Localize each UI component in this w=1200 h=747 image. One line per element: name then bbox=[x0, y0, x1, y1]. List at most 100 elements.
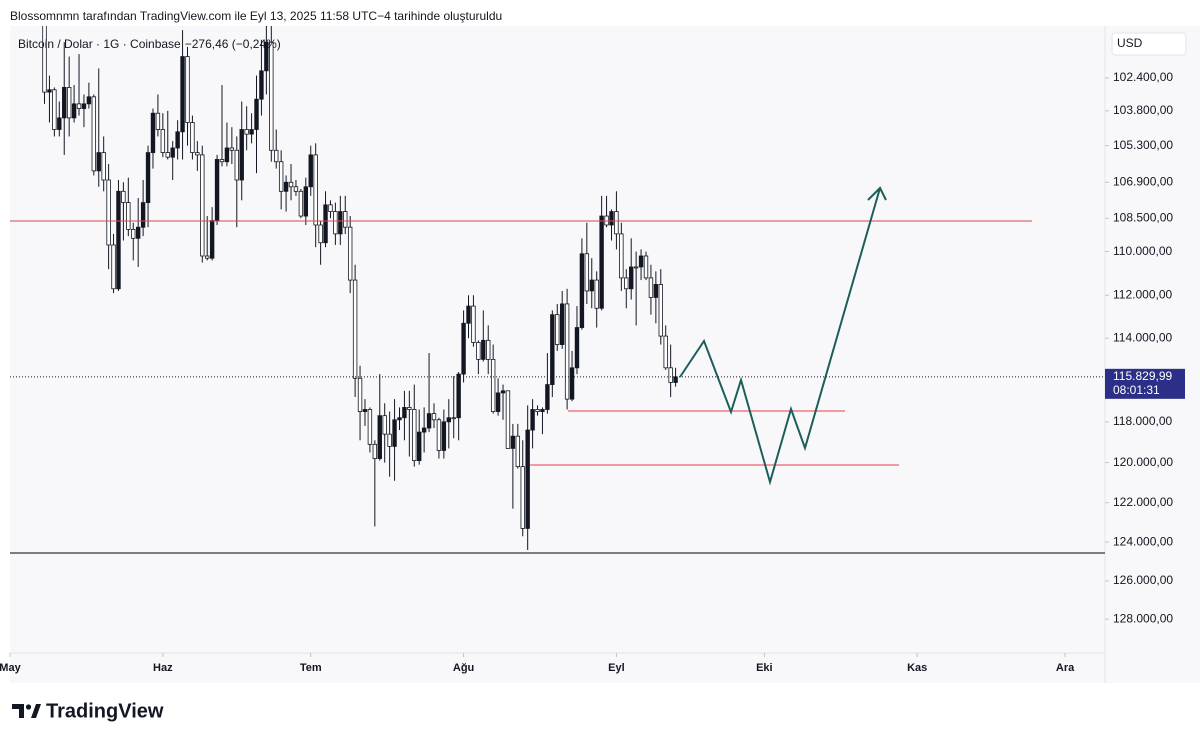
candle-body bbox=[510, 435, 516, 449]
candle-body bbox=[259, 70, 264, 100]
candle-body bbox=[633, 266, 639, 269]
candle-body bbox=[436, 419, 442, 451]
candle-body bbox=[599, 215, 604, 309]
candle-body bbox=[397, 417, 402, 421]
legend: Bitcoin / Dolar · 1G · Coinbase −276,46 (… bbox=[18, 37, 281, 51]
countdown: 08:01:31 bbox=[1113, 383, 1160, 397]
candle-body bbox=[308, 154, 313, 188]
y-tick-label: 114.000,00 bbox=[1113, 330, 1172, 344]
candle-body bbox=[638, 255, 644, 268]
x-tick-label: Eyl bbox=[608, 662, 625, 674]
candle-body bbox=[47, 89, 52, 93]
candle-body bbox=[471, 305, 476, 343]
candle-body bbox=[417, 431, 422, 461]
candle-body bbox=[486, 339, 491, 360]
candle-body bbox=[244, 129, 249, 135]
x-tick-label: Haz bbox=[153, 662, 173, 674]
candle-body bbox=[574, 327, 580, 369]
candle-body bbox=[71, 103, 77, 119]
candle-body bbox=[540, 409, 545, 412]
candle-body bbox=[352, 279, 358, 379]
candle-body bbox=[555, 314, 560, 345]
y-tick-label: 110.000,00 bbox=[1113, 244, 1172, 258]
candle-body bbox=[313, 154, 318, 226]
candle-body bbox=[495, 392, 501, 412]
candle-body bbox=[569, 367, 575, 400]
candle-body bbox=[584, 253, 590, 292]
candle-body bbox=[185, 56, 190, 123]
candle-body bbox=[205, 255, 210, 259]
candle-body bbox=[269, 41, 274, 151]
candle-body bbox=[446, 417, 451, 423]
candle-body bbox=[175, 131, 180, 149]
y-tick-label: 103.800,00 bbox=[1113, 103, 1173, 117]
candle-body bbox=[377, 415, 382, 459]
candle-body bbox=[456, 373, 461, 419]
candle-body bbox=[278, 161, 284, 192]
candle-body bbox=[283, 181, 289, 192]
y-tick-label: 105.300,00 bbox=[1113, 138, 1173, 152]
drawings bbox=[10, 186, 1105, 554]
candle-body bbox=[96, 152, 101, 172]
candle-body bbox=[224, 147, 230, 163]
candle-body bbox=[298, 190, 304, 217]
candle-body bbox=[274, 149, 279, 163]
candle-body bbox=[52, 89, 57, 130]
candle-body bbox=[333, 211, 338, 235]
candle-body bbox=[357, 377, 363, 412]
last-price-box bbox=[1105, 368, 1185, 399]
candle-body bbox=[254, 98, 259, 130]
candle-body bbox=[145, 152, 151, 203]
candle-body bbox=[407, 407, 412, 410]
candle-body bbox=[421, 427, 427, 433]
y-tick-label: 118.000,00 bbox=[1113, 414, 1172, 428]
candle-body bbox=[643, 255, 649, 279]
candle-body bbox=[303, 186, 309, 217]
logo-icon bbox=[12, 704, 41, 718]
candle-body bbox=[550, 314, 555, 385]
symbol: Bitcoin / Dolar · 1G · Coinbase bbox=[18, 37, 181, 51]
y-tick-label: 120.000,00 bbox=[1113, 455, 1173, 469]
candle-body bbox=[668, 367, 673, 383]
candle-body bbox=[426, 413, 432, 429]
candle-body bbox=[392, 419, 397, 447]
candle-body bbox=[293, 186, 299, 192]
candle-body bbox=[190, 122, 195, 153]
logo-text: TradingView bbox=[46, 700, 164, 722]
candle-body bbox=[382, 415, 387, 435]
x-tick-label: Tem bbox=[300, 662, 322, 674]
candle-body bbox=[520, 466, 525, 529]
candle-body bbox=[412, 409, 417, 461]
candle-body bbox=[81, 103, 87, 109]
chart-background bbox=[10, 26, 1200, 683]
x-tick-label: Ağu bbox=[453, 662, 474, 674]
candle-body bbox=[515, 435, 521, 468]
candle-body bbox=[431, 413, 437, 421]
candles bbox=[42, 26, 678, 550]
candle-body bbox=[338, 211, 343, 235]
x-tick-label: Eki bbox=[756, 662, 773, 674]
y-tick-label: 106.900,00 bbox=[1113, 174, 1173, 188]
change: −276,46 (−0,24%) bbox=[185, 37, 281, 51]
y-tick-label: 124.000,00 bbox=[1113, 534, 1173, 548]
candle-body bbox=[402, 407, 407, 419]
candle-body bbox=[62, 87, 67, 119]
x-tick-label: May bbox=[0, 662, 22, 674]
candle-body bbox=[648, 277, 654, 298]
candle-body bbox=[180, 56, 185, 133]
candle-body bbox=[140, 202, 146, 228]
candle-body bbox=[367, 409, 373, 445]
header: Blossomnmn tarafından TradingView.com il… bbox=[10, 9, 502, 23]
candle-body bbox=[624, 277, 629, 290]
candle-body bbox=[229, 147, 235, 151]
x-tick-label: Kas bbox=[907, 662, 927, 674]
candle-body bbox=[658, 284, 663, 337]
candle-body bbox=[135, 226, 141, 239]
candle-body bbox=[66, 87, 72, 119]
candle-body bbox=[505, 390, 511, 449]
y-tick-label: 112.000,00 bbox=[1113, 287, 1172, 301]
candle-body bbox=[323, 204, 328, 244]
candle-body bbox=[343, 211, 348, 228]
candle-body bbox=[76, 103, 82, 109]
